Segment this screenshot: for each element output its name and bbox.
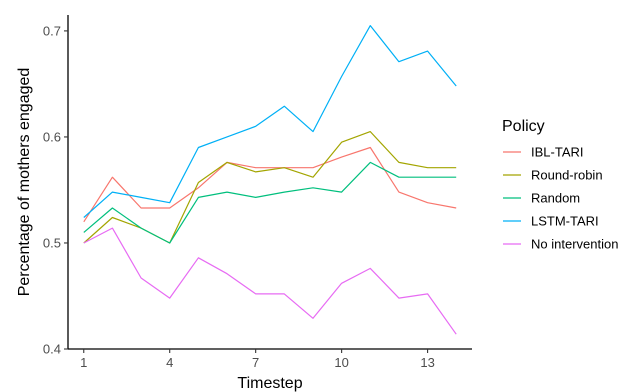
series-line-lstm-tari	[83, 25, 457, 218]
legend-label: IBL-TARI	[531, 145, 584, 160]
x-tick-label: 1	[80, 355, 87, 370]
y-tick-label: 0.4	[43, 342, 61, 357]
x-tick-label: 4	[166, 355, 173, 370]
legend-label: No intervention	[531, 237, 618, 252]
legend-title: Policy	[502, 118, 545, 135]
y-axis-ticks: 0.4 0.5 0.6 0.7	[43, 23, 68, 357]
series-line-no-intervention	[83, 227, 457, 335]
series-line-ibl-tari	[83, 146, 457, 223]
x-tick-label: 10	[334, 355, 348, 370]
series-line-round-robin	[83, 131, 457, 244]
plot-area	[83, 25, 457, 335]
legend-label: LSTM-TARI	[531, 214, 599, 229]
x-tick-label: 7	[252, 355, 259, 370]
series-line-random	[83, 161, 457, 244]
legend-label: Random	[531, 191, 580, 206]
legend-label: Round-robin	[531, 168, 603, 183]
y-tick-label: 0.6	[43, 129, 61, 144]
y-axis-title: Percentage of mothers engaged	[16, 68, 33, 297]
legend: Policy IBL-TARI Round-robin Random LSTM-TAR…	[502, 118, 618, 252]
x-axis-title: Timestep	[237, 375, 302, 392]
y-tick-label: 0.7	[43, 23, 61, 38]
x-axis-ticks: 1 4 7 10 13	[80, 349, 435, 370]
x-tick-label: 13	[420, 355, 434, 370]
y-tick-label: 0.5	[43, 235, 61, 250]
